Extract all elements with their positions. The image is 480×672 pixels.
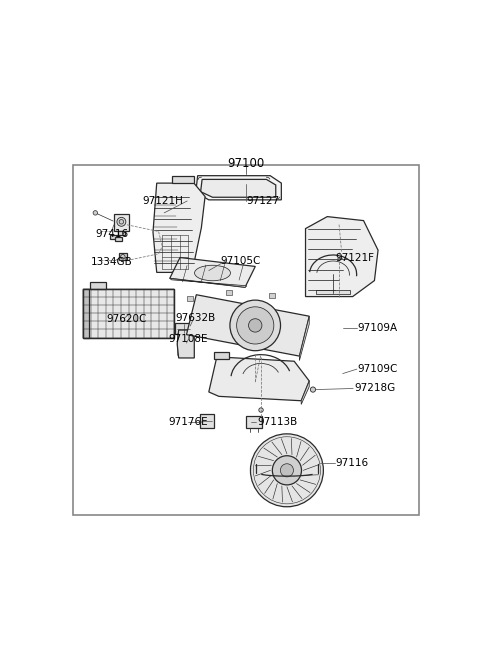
Polygon shape xyxy=(316,290,350,294)
Text: 97127: 97127 xyxy=(246,196,279,206)
Polygon shape xyxy=(83,289,174,337)
Text: 97121H: 97121H xyxy=(142,196,183,206)
Polygon shape xyxy=(187,296,193,301)
Polygon shape xyxy=(209,357,309,401)
Polygon shape xyxy=(196,175,281,200)
Polygon shape xyxy=(200,414,214,428)
Polygon shape xyxy=(118,231,125,235)
Circle shape xyxy=(230,300,280,351)
Polygon shape xyxy=(177,330,194,358)
Circle shape xyxy=(280,464,293,477)
Circle shape xyxy=(93,210,97,215)
Text: 97109A: 97109A xyxy=(358,323,398,333)
Text: 97176E: 97176E xyxy=(168,417,207,427)
Polygon shape xyxy=(114,214,129,231)
Text: 97121F: 97121F xyxy=(335,253,374,263)
Polygon shape xyxy=(170,278,247,288)
Polygon shape xyxy=(83,289,89,337)
Circle shape xyxy=(259,408,263,413)
Polygon shape xyxy=(153,183,205,272)
Polygon shape xyxy=(300,317,309,361)
Polygon shape xyxy=(170,257,255,288)
Polygon shape xyxy=(305,216,378,296)
Polygon shape xyxy=(201,179,276,198)
Text: 97218G: 97218G xyxy=(354,384,395,394)
Text: 97416: 97416 xyxy=(96,228,129,239)
Text: 97620C: 97620C xyxy=(107,314,147,323)
Text: 97116: 97116 xyxy=(335,458,369,468)
Circle shape xyxy=(311,387,315,392)
Text: 97108E: 97108E xyxy=(168,335,207,344)
Polygon shape xyxy=(115,237,122,241)
Text: 1334GB: 1334GB xyxy=(91,257,132,267)
Polygon shape xyxy=(172,177,194,183)
Polygon shape xyxy=(269,293,276,298)
Text: 97100: 97100 xyxy=(228,157,264,170)
Text: 97113B: 97113B xyxy=(257,417,298,427)
Circle shape xyxy=(117,217,126,226)
Circle shape xyxy=(251,434,324,507)
Circle shape xyxy=(119,220,124,224)
Polygon shape xyxy=(90,282,106,289)
Text: 97105C: 97105C xyxy=(220,256,260,266)
Polygon shape xyxy=(227,290,232,295)
Polygon shape xyxy=(301,381,309,405)
Polygon shape xyxy=(246,417,262,427)
Polygon shape xyxy=(175,323,192,334)
Polygon shape xyxy=(186,295,309,356)
Polygon shape xyxy=(214,351,229,359)
Text: 97109C: 97109C xyxy=(358,364,398,374)
Circle shape xyxy=(249,319,262,332)
Circle shape xyxy=(237,307,274,344)
Polygon shape xyxy=(119,253,127,261)
Ellipse shape xyxy=(194,265,230,281)
Circle shape xyxy=(272,456,301,485)
Text: 97632B: 97632B xyxy=(175,312,216,323)
Polygon shape xyxy=(110,235,118,239)
